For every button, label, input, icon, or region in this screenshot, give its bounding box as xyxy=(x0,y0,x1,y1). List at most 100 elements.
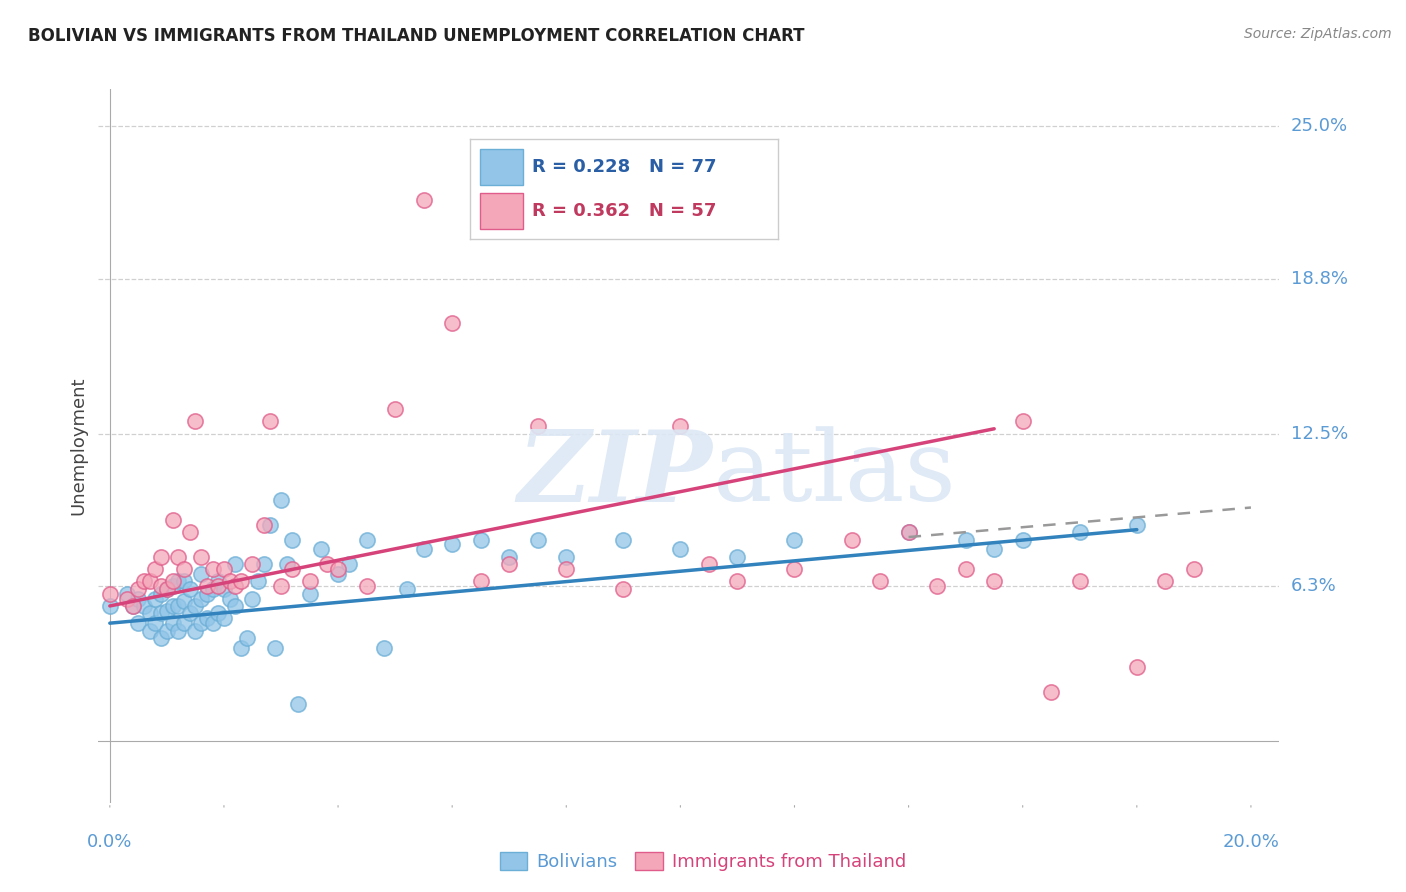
Point xyxy=(121,599,143,613)
Point xyxy=(242,591,264,606)
Point xyxy=(983,574,1005,589)
Point xyxy=(1154,574,1177,589)
Point xyxy=(190,549,212,564)
Point xyxy=(132,574,155,589)
Point xyxy=(115,591,138,606)
Point xyxy=(173,616,195,631)
Point xyxy=(612,582,634,596)
Point xyxy=(162,513,184,527)
Point xyxy=(127,591,149,606)
Point xyxy=(179,607,201,621)
Text: R = 0.228   N = 77: R = 0.228 N = 77 xyxy=(531,158,717,176)
Point xyxy=(190,616,212,631)
Point xyxy=(1011,533,1033,547)
Point xyxy=(115,587,138,601)
Point xyxy=(162,616,184,631)
Point xyxy=(259,414,281,428)
Point xyxy=(395,582,418,596)
Point xyxy=(281,533,304,547)
Point xyxy=(184,414,207,428)
Point xyxy=(212,582,235,596)
Point xyxy=(207,579,229,593)
Point xyxy=(139,624,162,638)
Point xyxy=(315,557,337,571)
Point xyxy=(201,616,224,631)
Point xyxy=(156,624,179,638)
Point xyxy=(498,557,520,571)
Point xyxy=(212,611,235,625)
Point xyxy=(927,579,949,593)
Point xyxy=(212,562,235,576)
Point xyxy=(526,419,548,434)
Point xyxy=(207,574,229,589)
Point xyxy=(150,587,173,601)
Point xyxy=(526,533,548,547)
Point xyxy=(270,493,292,508)
Point xyxy=(470,574,492,589)
Point xyxy=(281,562,304,576)
Point xyxy=(841,533,863,547)
Point xyxy=(441,537,464,551)
Point xyxy=(139,574,162,589)
Point xyxy=(259,517,281,532)
Point xyxy=(195,587,218,601)
Point xyxy=(1040,685,1063,699)
Point xyxy=(201,562,224,576)
Point xyxy=(955,533,977,547)
Point xyxy=(725,574,748,589)
Point xyxy=(412,542,434,557)
Point xyxy=(555,549,578,564)
Point xyxy=(373,640,395,655)
Point xyxy=(195,611,218,625)
Point xyxy=(897,525,920,540)
Point xyxy=(612,533,634,547)
Point xyxy=(783,562,806,576)
Point xyxy=(167,599,190,613)
Point xyxy=(669,542,692,557)
Text: 20.0%: 20.0% xyxy=(1222,833,1279,851)
Point xyxy=(253,557,276,571)
Text: 0.0%: 0.0% xyxy=(87,833,132,851)
Point xyxy=(173,594,195,608)
Point xyxy=(298,587,321,601)
Text: 18.8%: 18.8% xyxy=(1291,269,1347,288)
Point xyxy=(253,517,276,532)
Point xyxy=(179,525,201,540)
Point xyxy=(669,419,692,434)
Point xyxy=(555,562,578,576)
Point xyxy=(145,616,167,631)
Text: 12.5%: 12.5% xyxy=(1291,425,1348,442)
Point xyxy=(224,557,246,571)
Point xyxy=(224,599,246,613)
Point xyxy=(121,599,143,613)
Point xyxy=(498,549,520,564)
Point xyxy=(356,533,378,547)
Point xyxy=(309,542,332,557)
Point xyxy=(139,607,162,621)
Point xyxy=(384,402,406,417)
Point xyxy=(184,624,207,638)
Point xyxy=(156,604,179,618)
Point xyxy=(298,574,321,589)
Point xyxy=(339,557,361,571)
Point xyxy=(184,599,207,613)
Bar xyxy=(479,149,523,186)
Point xyxy=(697,557,720,571)
Point xyxy=(98,599,121,613)
Text: BOLIVIAN VS IMMIGRANTS FROM THAILAND UNEMPLOYMENT CORRELATION CHART: BOLIVIAN VS IMMIGRANTS FROM THAILAND UNE… xyxy=(28,27,804,45)
Point xyxy=(229,574,252,589)
Point xyxy=(195,579,218,593)
Text: 6.3%: 6.3% xyxy=(1291,577,1336,595)
Point xyxy=(150,579,173,593)
Point xyxy=(127,616,149,631)
Point xyxy=(224,579,246,593)
Point xyxy=(207,607,229,621)
Point xyxy=(897,525,920,540)
Point xyxy=(167,624,190,638)
Point xyxy=(218,591,240,606)
Point xyxy=(247,574,270,589)
Point xyxy=(276,557,298,571)
Point xyxy=(869,574,891,589)
Point xyxy=(127,582,149,596)
Point xyxy=(242,557,264,571)
